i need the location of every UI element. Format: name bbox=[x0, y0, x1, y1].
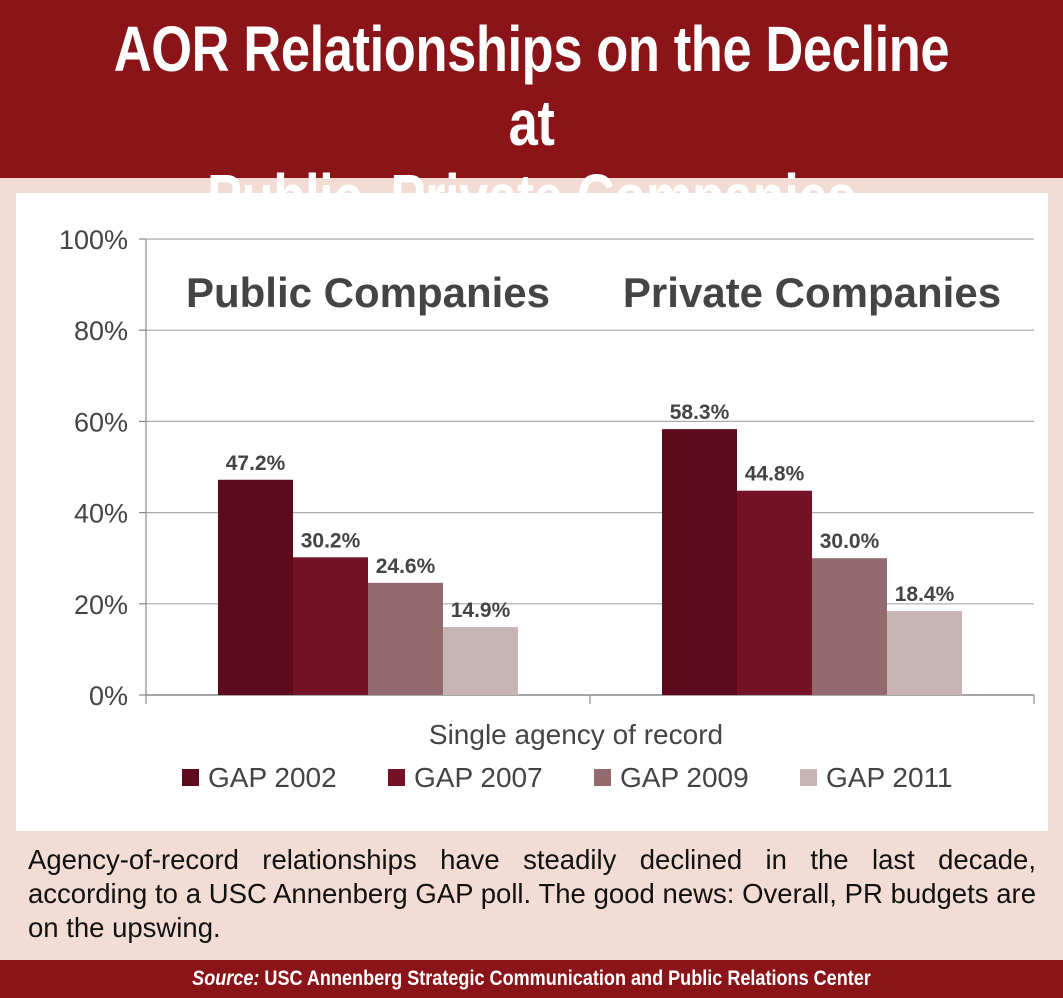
bar bbox=[218, 479, 293, 695]
y-tick-label: 100% bbox=[59, 225, 128, 255]
legend-entry: GAP 2011 bbox=[826, 762, 953, 793]
data-label: 24.6% bbox=[376, 555, 436, 578]
bar bbox=[293, 557, 368, 695]
category-label: Public Companies bbox=[186, 269, 550, 316]
y-tick-label: 60% bbox=[74, 407, 128, 437]
data-label: 44.8% bbox=[745, 463, 805, 486]
chart-panel: 0% 20% 40% 60% 80% 100% Public Companies 47.2% 3… bbox=[16, 193, 1048, 831]
source-text: USC Annenberg Strategic Communication an… bbox=[259, 967, 871, 990]
bar bbox=[368, 582, 443, 695]
y-tick-label: 20% bbox=[74, 590, 128, 620]
bar bbox=[887, 611, 962, 695]
legend-swatch bbox=[182, 769, 199, 786]
y-tick-label: 0% bbox=[89, 681, 128, 711]
legend-swatch bbox=[594, 769, 611, 786]
data-label: 47.2% bbox=[226, 452, 286, 475]
bar bbox=[812, 558, 887, 695]
bar bbox=[662, 429, 737, 695]
data-label: 14.9% bbox=[451, 599, 511, 622]
caption: Agency-of-record relationships have stea… bbox=[28, 844, 1036, 943]
data-label: 18.4% bbox=[895, 583, 955, 606]
legend-swatch bbox=[800, 769, 817, 786]
data-label: 30.0% bbox=[820, 530, 880, 553]
x-axis-title: Single agency of record bbox=[429, 719, 723, 750]
source-label: Source: bbox=[192, 967, 260, 990]
footer-banner: Source: USC Annenberg Strategic Communic… bbox=[0, 960, 1063, 998]
legend-entry: GAP 2002 bbox=[208, 762, 337, 793]
data-label: 30.2% bbox=[301, 529, 361, 552]
legend-entry: GAP 2007 bbox=[414, 762, 543, 793]
data-label: 58.3% bbox=[670, 401, 730, 424]
legend-swatch bbox=[388, 769, 405, 786]
title-line-1: AOR Relationships on the Decline at bbox=[113, 13, 950, 159]
source-line: Source: USC Annenberg Strategic Communic… bbox=[74, 966, 988, 992]
legend-entry: GAP 2009 bbox=[620, 762, 749, 793]
bar bbox=[737, 490, 812, 695]
title-banner: AOR Relationships on the Decline at Publ… bbox=[0, 0, 1063, 233]
y-tick-label: 40% bbox=[74, 499, 128, 529]
category-label: Private Companies bbox=[623, 269, 1001, 316]
bar bbox=[443, 627, 518, 695]
y-tick-label: 80% bbox=[74, 316, 128, 346]
bar-chart: 0% 20% 40% 60% 80% 100% Public Companies 47.2% 3… bbox=[59, 225, 1035, 793]
